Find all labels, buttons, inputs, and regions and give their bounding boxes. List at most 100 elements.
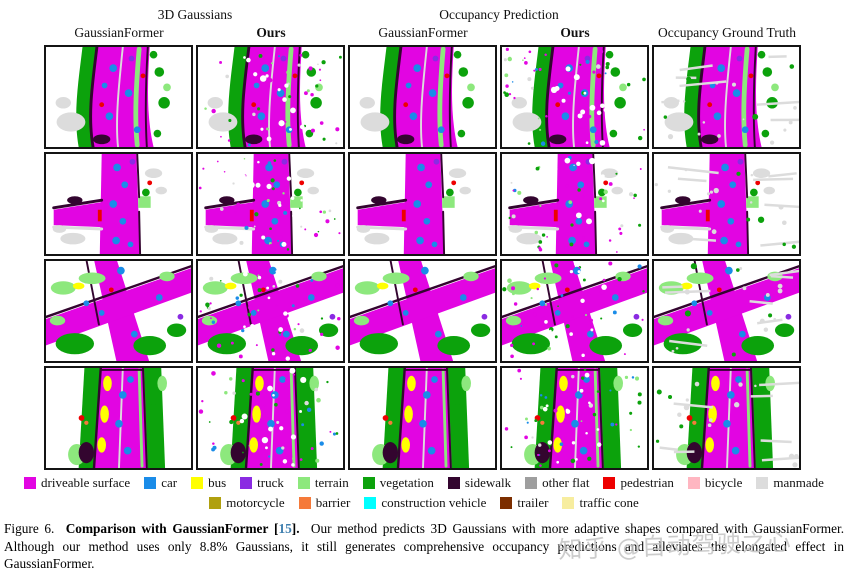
legend-item-terrain: terrain	[297, 475, 349, 491]
caption-prefix: Figure 6.	[4, 521, 55, 536]
occupancy-map-visualization	[654, 368, 799, 468]
occupancy-map-visualization	[654, 47, 799, 147]
occupancy-map-visualization	[198, 261, 343, 361]
occupancy-map-visualization	[502, 261, 647, 361]
legend-label: sidewalk	[464, 475, 512, 490]
legend-swatch-sidewalk	[447, 477, 460, 489]
legend-item-driveable-surface: driveable surface	[24, 475, 130, 491]
column-header-gaussianformer-2: GaussianFormer	[378, 25, 468, 40]
legend-item-trailer: trailer	[500, 495, 548, 511]
caption-citation-close: ].	[291, 521, 300, 536]
legend-label: car	[161, 475, 178, 490]
legend-item-vegetation: vegetation	[362, 475, 434, 491]
legend-label: traffic cone	[579, 495, 639, 510]
legend-swatch-construction-vehicle	[364, 497, 377, 509]
caption-citation-number: 15	[278, 521, 292, 536]
legend-item-manmade: manmade	[756, 475, 824, 491]
legend-row-1: driveable surface car bus truck terrain veget…	[0, 475, 848, 491]
occupancy-map-visualization	[350, 368, 495, 468]
panel-row1-col4-curved-road	[500, 45, 649, 149]
column-header-ours-1: Ours	[256, 25, 286, 40]
figure-caption: Figure 6. Comparison with GaussianFormer…	[4, 520, 844, 573]
legend-item-sidewalk: sidewalk	[447, 475, 512, 491]
panel-row4-col4-tree-lined-road	[500, 366, 649, 470]
legend-label: other flat	[542, 475, 590, 490]
legend-swatch-manmade	[756, 477, 769, 489]
legend-label: terrain	[314, 475, 349, 490]
panel-row1-col1-curved-road	[44, 45, 193, 149]
legend-swatch-bicycle	[687, 477, 700, 489]
panel-row4-col3-tree-lined-road	[348, 366, 497, 470]
panel-row3-col1-diagonal-junction	[44, 259, 193, 363]
panel-row1-col2-curved-road	[196, 45, 345, 149]
legend-label: truck	[257, 475, 284, 490]
panel-row3-col2-diagonal-junction	[196, 259, 345, 363]
occupancy-map-visualization	[46, 261, 191, 361]
legend-item-truck: truck	[240, 475, 284, 491]
legend-label: motorcycle	[226, 495, 285, 510]
legend-swatch-truck	[240, 477, 253, 489]
caption-citation-open: [	[274, 521, 279, 536]
legend-label: driveable surface	[41, 475, 131, 490]
caption-bold-title: Comparison with GaussianFormer	[65, 521, 269, 536]
legend-label: vegetation	[379, 475, 434, 490]
legend-swatch-driveable-surface	[24, 477, 37, 489]
group-header-3d-gaussians: 3D Gaussians	[157, 7, 233, 22]
column-header-ours-2: Ours	[560, 25, 590, 40]
legend-swatch-terrain	[297, 477, 310, 489]
legend-label: barrier	[315, 495, 351, 510]
occupancy-map-visualization	[654, 261, 799, 361]
legend-item-barrier: barrier	[298, 495, 351, 511]
legend-item-other-flat: other flat	[525, 475, 589, 491]
legend-item-bus: bus	[191, 475, 226, 491]
panel-row1-col3-curved-road	[348, 45, 497, 149]
legend-swatch-bus	[191, 477, 204, 489]
occupancy-map-visualization	[198, 368, 343, 468]
panel-row3-col4-diagonal-junction	[500, 259, 649, 363]
caption-body: Our method predicts 3D Gaussians with mo…	[4, 521, 845, 572]
legend-swatch-pedestrian	[603, 477, 616, 489]
legend-swatch-barrier	[298, 497, 311, 509]
panel-row3-col3-diagonal-junction	[348, 259, 497, 363]
legend-swatch-vegetation	[362, 477, 375, 489]
legend-swatch-car	[144, 477, 157, 489]
legend-item-car: car	[144, 475, 177, 491]
column-header-gaussianformer-1: GaussianFormer	[74, 25, 164, 40]
legend-row-2: motorcycle barrier construction vehicle tra…	[0, 495, 848, 511]
legend-item-bicycle: bicycle	[687, 475, 743, 491]
panel-row4-col2-tree-lined-road	[196, 366, 345, 470]
panel-row4-col1-tree-lined-road	[44, 366, 193, 470]
legend-item-traffic-cone: traffic cone	[562, 495, 639, 511]
occupancy-map-visualization	[654, 154, 799, 254]
legend-item-construction-vehicle: construction vehicle	[364, 495, 486, 511]
occupancy-map-visualization	[502, 368, 647, 468]
panel-row2-col3-cross-junction	[348, 152, 497, 256]
occupancy-map-visualization	[198, 154, 343, 254]
legend-label: trailer	[517, 495, 549, 510]
legend-item-motorcycle: motorcycle	[209, 495, 285, 511]
legend-label: bus	[208, 475, 227, 490]
panel-row2-col4-cross-junction	[500, 152, 649, 256]
occupancy-map-visualization	[502, 47, 647, 147]
legend-label: construction vehicle	[381, 495, 487, 510]
legend-swatch-trailer	[500, 497, 513, 509]
occupancy-map-visualization	[502, 154, 647, 254]
occupancy-map-visualization	[46, 368, 191, 468]
legend-item-pedestrian: pedestrian	[603, 475, 674, 491]
panel-row2-col5-cross-junction	[652, 152, 801, 256]
panel-row3-col5-diagonal-junction	[652, 259, 801, 363]
legend-label: manmade	[773, 475, 824, 490]
column-header-occupancy-ground-truth: Occupancy Ground Truth	[658, 25, 796, 40]
occupancy-map-visualization	[46, 47, 191, 147]
legend-label: bicycle	[704, 475, 743, 490]
occupancy-map-visualization	[46, 154, 191, 254]
legend-swatch-other-flat	[525, 477, 538, 489]
legend-swatch-traffic-cone	[562, 497, 575, 509]
group-header-occupancy-prediction: Occupancy Prediction	[439, 7, 559, 22]
panel-row4-col5-tree-lined-road	[652, 366, 801, 470]
panel-row2-col1-cross-junction	[44, 152, 193, 256]
panel-row1-col5-curved-road	[652, 45, 801, 149]
occupancy-map-visualization	[350, 47, 495, 147]
panel-row2-col2-cross-junction	[196, 152, 345, 256]
